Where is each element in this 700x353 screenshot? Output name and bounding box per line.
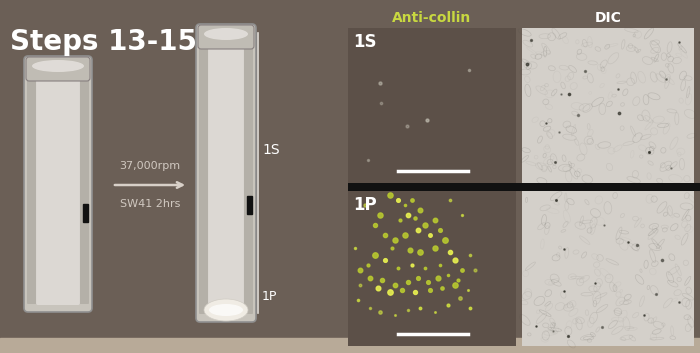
Ellipse shape <box>209 304 243 316</box>
Text: 1P: 1P <box>353 196 377 214</box>
Text: Steps 13-15: Steps 13-15 <box>10 28 197 56</box>
Text: 37,000rpm: 37,000rpm <box>120 161 181 171</box>
Text: Anti-collin: Anti-collin <box>393 11 472 25</box>
Bar <box>0 338 700 353</box>
Text: SW41 2hrs: SW41 2hrs <box>120 199 180 209</box>
Bar <box>348 183 700 191</box>
Text: 1S: 1S <box>262 143 279 157</box>
FancyBboxPatch shape <box>208 31 244 315</box>
FancyBboxPatch shape <box>79 64 89 304</box>
Bar <box>348 28 516 183</box>
Bar <box>348 191 516 346</box>
Text: 1P: 1P <box>262 289 277 303</box>
FancyBboxPatch shape <box>26 57 90 81</box>
Text: DIC: DIC <box>594 11 622 25</box>
FancyBboxPatch shape <box>27 64 37 304</box>
Bar <box>247 196 252 214</box>
Ellipse shape <box>204 28 248 40</box>
FancyBboxPatch shape <box>199 32 209 314</box>
FancyBboxPatch shape <box>196 24 256 322</box>
FancyBboxPatch shape <box>198 25 254 49</box>
Ellipse shape <box>204 299 248 321</box>
FancyBboxPatch shape <box>243 32 253 314</box>
Bar <box>522 191 694 346</box>
Text: 1S: 1S <box>353 33 377 51</box>
Ellipse shape <box>32 60 84 72</box>
FancyBboxPatch shape <box>24 56 92 312</box>
Bar <box>83 204 88 222</box>
FancyBboxPatch shape <box>36 63 80 305</box>
Bar <box>522 28 694 183</box>
